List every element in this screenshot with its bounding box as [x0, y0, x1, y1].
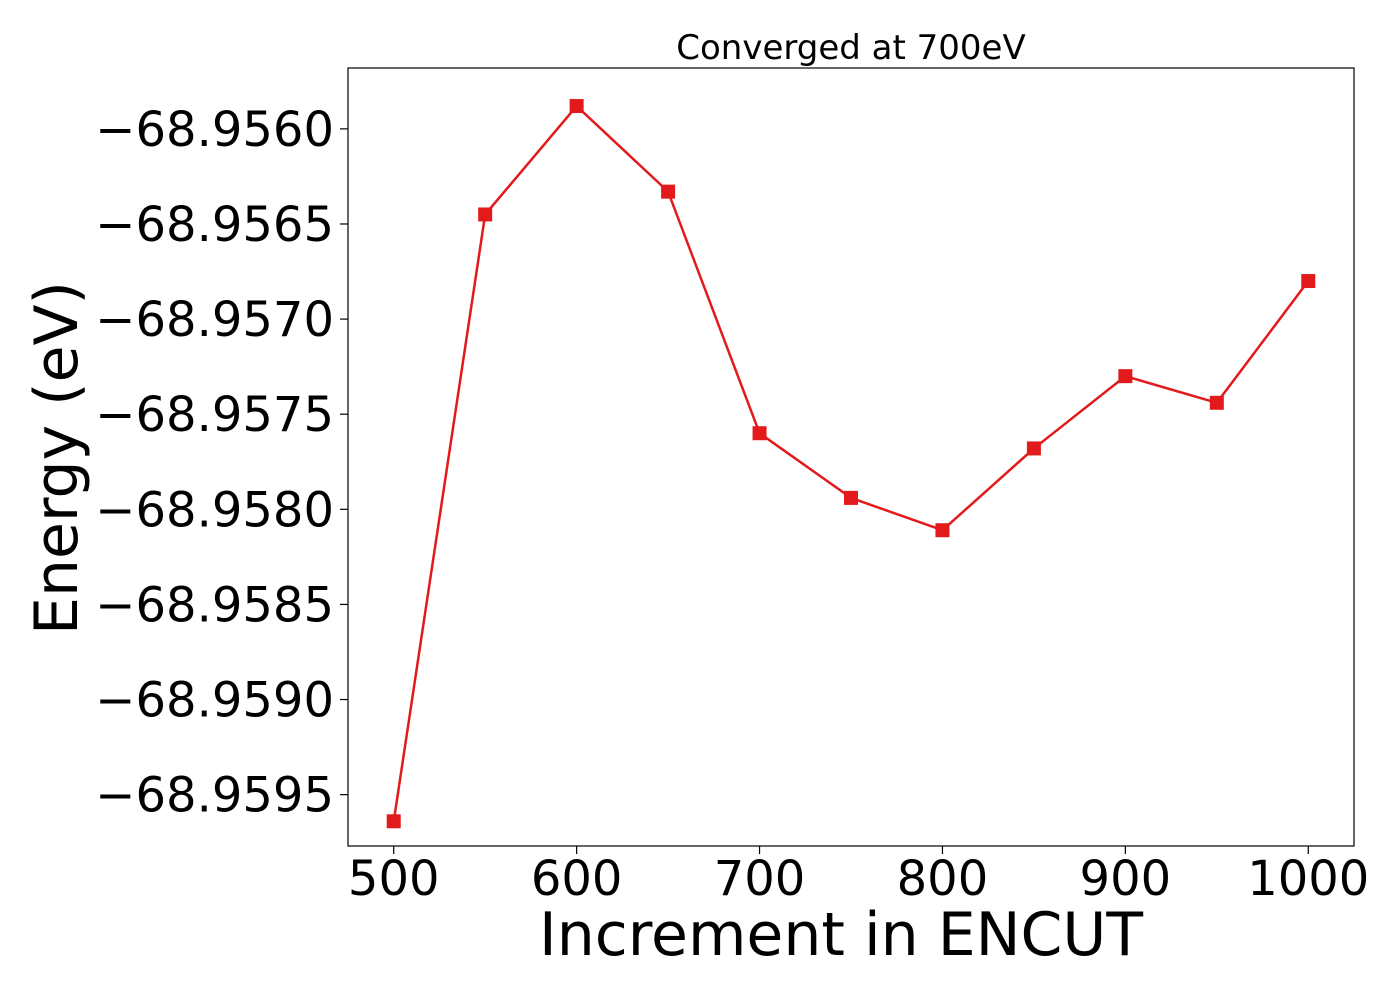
data-point-marker [935, 523, 950, 538]
x-tick-label: 800 [897, 851, 989, 907]
y-tick-label: −68.9565 [95, 197, 334, 253]
y-axis: −68.9560 −68.9565 −68.9570 −68.9575 −68.9580… [95, 102, 348, 824]
data-point-marker [1026, 441, 1041, 456]
x-tick-label: 500 [348, 851, 440, 907]
x-axis: 500 600 700 800 900 1000 [348, 846, 1369, 907]
x-tick-label: 1000 [1247, 851, 1369, 907]
data-point-marker [752, 426, 767, 441]
y-tick-label: −68.9570 [95, 292, 334, 348]
data-point-marker [386, 814, 401, 829]
data-point-marker [569, 99, 584, 114]
chart-title: Converged at 700eV [676, 28, 1025, 68]
data-point-marker [478, 207, 493, 222]
x-tick-label: 600 [531, 851, 623, 907]
x-axis-label: Increment in ENCUT [539, 900, 1143, 970]
data-point-marker [844, 490, 858, 505]
series-group [386, 99, 1316, 829]
x-tick-label: 700 [714, 851, 806, 907]
data-point-marker [1118, 369, 1133, 384]
y-tick-label: −68.9590 [95, 673, 334, 729]
data-point-marker [1301, 274, 1316, 289]
data-point-marker [661, 184, 676, 199]
y-axis-label: Energy (eV) [22, 281, 92, 635]
x-tick-label: 900 [1080, 851, 1172, 907]
y-tick-label: −68.9580 [95, 482, 334, 538]
data-point-marker [1209, 395, 1224, 410]
y-tick-label: −68.9575 [95, 387, 334, 443]
series-line [392, 104, 1310, 822]
plot-area [347, 67, 1355, 847]
y-tick-label: −68.9560 [95, 102, 334, 158]
y-tick-label: −68.9585 [95, 577, 334, 633]
y-tick-label: −68.9595 [95, 768, 334, 824]
